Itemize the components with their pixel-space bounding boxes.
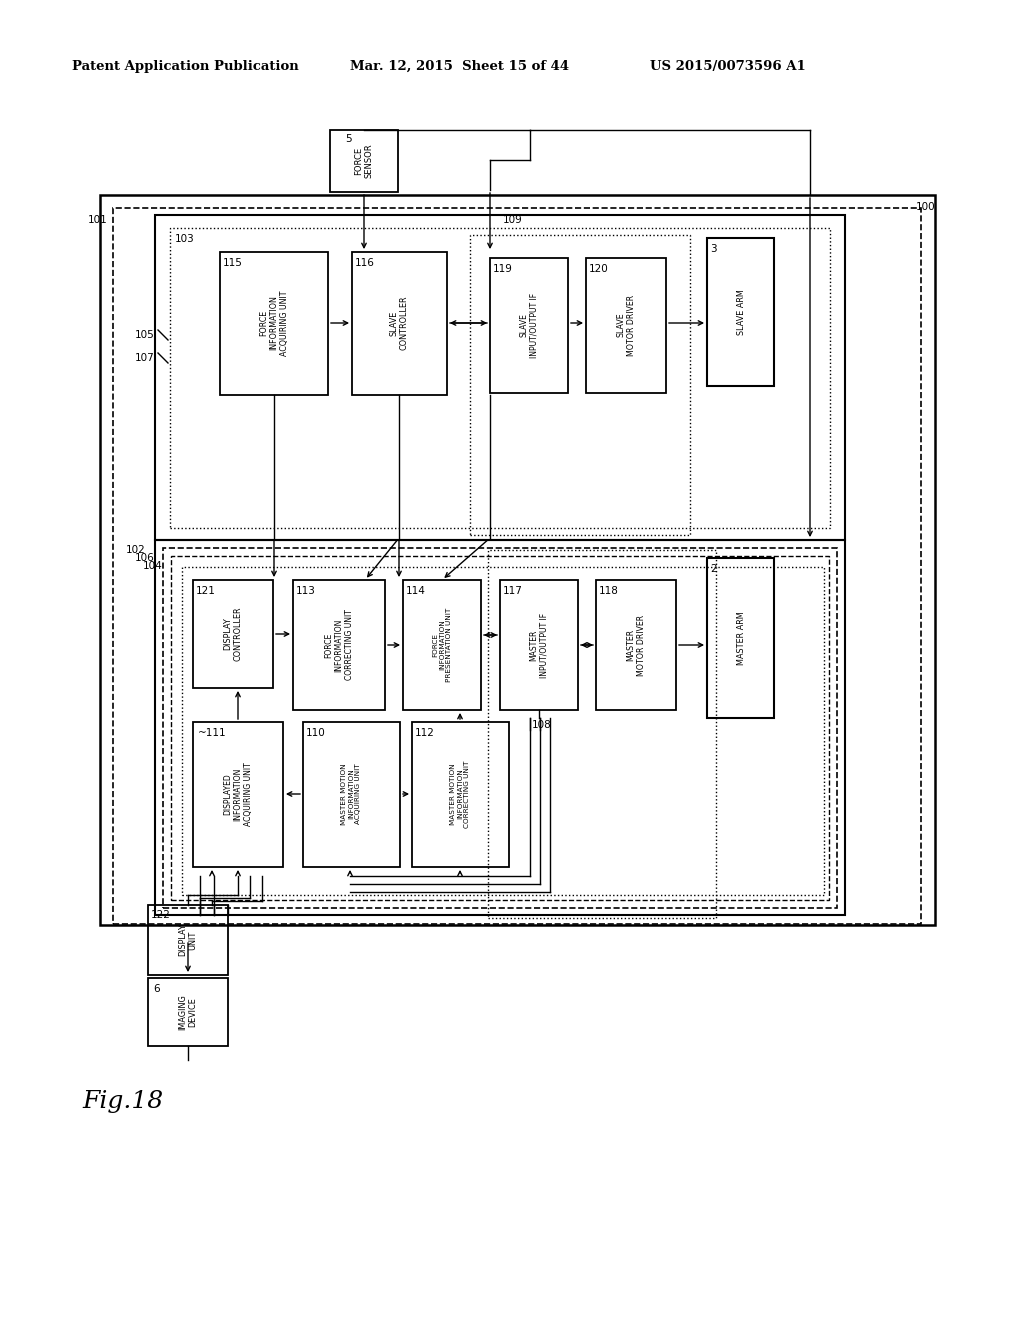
Bar: [113, 209, 921, 924]
Bar: [193, 579, 273, 688]
Text: 121: 121: [196, 586, 216, 597]
Text: FORCE
INFORMATION
CORRECTING UNIT: FORCE INFORMATION CORRECTING UNIT: [325, 610, 354, 680]
Text: 107: 107: [135, 352, 155, 363]
Bar: [403, 579, 481, 710]
Text: 120: 120: [589, 264, 608, 275]
Text: US 2015/0073596 A1: US 2015/0073596 A1: [650, 59, 806, 73]
Bar: [352, 252, 447, 395]
Text: MASTER MOTION
INFORMATION
CORRECTING UNIT: MASTER MOTION INFORMATION CORRECTING UNI…: [450, 760, 470, 828]
Text: 102: 102: [126, 545, 146, 554]
Text: 104: 104: [143, 561, 163, 572]
Bar: [171, 556, 829, 900]
Bar: [148, 978, 228, 1045]
Text: 106: 106: [135, 553, 155, 564]
Bar: [100, 195, 935, 925]
Bar: [193, 722, 283, 867]
Text: 6: 6: [153, 983, 160, 994]
Text: 118: 118: [599, 586, 618, 597]
Text: SLAVE
MOTOR DRIVER: SLAVE MOTOR DRIVER: [616, 294, 636, 355]
Text: 3: 3: [710, 244, 717, 253]
Text: MASTER
MOTOR DRIVER: MASTER MOTOR DRIVER: [627, 614, 646, 676]
Text: 119: 119: [493, 264, 513, 275]
Bar: [500, 579, 578, 710]
Text: ~111: ~111: [198, 729, 226, 738]
Bar: [148, 906, 228, 975]
Bar: [586, 257, 666, 393]
Bar: [170, 228, 830, 528]
Bar: [330, 129, 398, 191]
Bar: [303, 722, 400, 867]
Text: SLAVE
CONTROLLER: SLAVE CONTROLLER: [389, 296, 409, 350]
Text: 114: 114: [406, 586, 426, 597]
Text: IMAGING
DEVICE: IMAGING DEVICE: [178, 994, 198, 1030]
Text: 105: 105: [135, 330, 155, 341]
Text: 100: 100: [915, 202, 935, 213]
Bar: [155, 540, 845, 915]
Text: FORCE
INFORMATION
ACQUIRING UNIT: FORCE INFORMATION ACQUIRING UNIT: [259, 290, 289, 356]
Bar: [293, 579, 385, 710]
Bar: [220, 252, 328, 395]
Text: SLAVE ARM: SLAVE ARM: [736, 289, 745, 335]
Text: 116: 116: [355, 257, 375, 268]
Bar: [182, 568, 824, 895]
Bar: [488, 550, 716, 917]
Bar: [707, 558, 774, 718]
Bar: [163, 548, 837, 908]
Text: Fig.18: Fig.18: [82, 1090, 163, 1113]
Text: MASTER
INPUT/OUTPUT IF: MASTER INPUT/OUTPUT IF: [529, 612, 549, 677]
Text: 122: 122: [151, 909, 171, 920]
Text: 5: 5: [345, 135, 351, 144]
Text: MASTER MOTION
INFORMATION
ACQUIRING UNIT: MASTER MOTION INFORMATION ACQUIRING UNIT: [341, 763, 361, 825]
Text: 112: 112: [415, 729, 435, 738]
Text: FORCE
SENSOR: FORCE SENSOR: [354, 144, 374, 178]
Text: 117: 117: [503, 586, 523, 597]
Text: FORCE
INFORMATION
PRESENTATION UNIT: FORCE INFORMATION PRESENTATION UNIT: [432, 609, 452, 682]
Text: SLAVE
INPUT/OUTPUT IF: SLAVE INPUT/OUTPUT IF: [519, 293, 539, 358]
Bar: [490, 257, 568, 393]
Text: DISPLAY
CONTROLLER: DISPLAY CONTROLLER: [223, 607, 243, 661]
Bar: [596, 579, 676, 710]
Bar: [412, 722, 509, 867]
Text: 101: 101: [88, 215, 108, 224]
Bar: [707, 238, 774, 385]
Text: Patent Application Publication: Patent Application Publication: [72, 59, 299, 73]
Text: 115: 115: [223, 257, 243, 268]
Text: Mar. 12, 2015  Sheet 15 of 44: Mar. 12, 2015 Sheet 15 of 44: [350, 59, 569, 73]
Bar: [155, 215, 845, 540]
Text: 108: 108: [532, 719, 552, 730]
Text: 103: 103: [175, 234, 195, 244]
Text: DISPLAY
UNIT: DISPLAY UNIT: [178, 924, 198, 957]
Bar: [470, 235, 690, 535]
Text: 110: 110: [306, 729, 326, 738]
Text: 113: 113: [296, 586, 315, 597]
Text: MASTER ARM: MASTER ARM: [736, 611, 745, 665]
Text: 2: 2: [710, 564, 717, 574]
Text: 109: 109: [503, 215, 522, 224]
Text: DISPLAYED
INFORMATION
ACQUIRING UNIT: DISPLAYED INFORMATION ACQUIRING UNIT: [223, 762, 253, 826]
